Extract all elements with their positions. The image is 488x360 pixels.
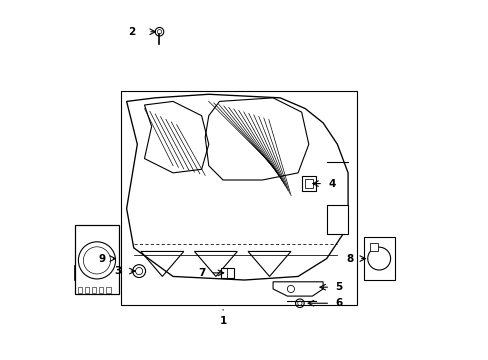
Bar [75, 225, 119, 294]
Bar [92, 287, 96, 293]
Text: 4: 4 [328, 179, 335, 189]
Bar [78, 287, 82, 293]
Bar [99, 287, 103, 293]
Text: 8: 8 [346, 253, 353, 264]
Text: 5: 5 [335, 282, 342, 292]
Text: 6: 6 [335, 298, 342, 308]
Text: 2: 2 [128, 27, 135, 37]
Text: 7: 7 [198, 268, 205, 278]
Bar [106, 287, 110, 293]
Bar [326, 205, 347, 234]
Bar [364, 237, 394, 280]
Bar [221, 267, 233, 278]
Text: 1: 1 [219, 310, 226, 326]
Text: 9: 9 [98, 253, 105, 264]
Bar [301, 176, 315, 191]
Bar [121, 91, 356, 305]
Bar [84, 287, 89, 293]
Bar [369, 243, 378, 251]
Text: 3: 3 [114, 266, 121, 276]
Bar [304, 179, 312, 188]
